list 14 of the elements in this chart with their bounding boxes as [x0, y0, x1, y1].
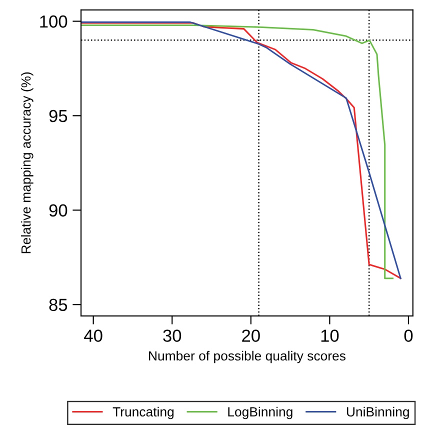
y-tick-label: 90 [49, 204, 68, 217]
x-tick-label: 10 [321, 330, 339, 342]
x-tick-label: 0 [404, 330, 413, 342]
y-tick-label: 100 [40, 15, 68, 28]
y-tick-label: 95 [49, 110, 68, 122]
x-tick-label: 20 [242, 330, 260, 342]
y-tick-label: 85 [49, 298, 68, 312]
x-tick-label: 30 [163, 330, 182, 342]
legend-label: LogBinning [228, 406, 292, 420]
x-tick-label: 40 [84, 330, 102, 342]
x-axis-title: Number of possible quality scores [149, 350, 346, 364]
y-axis-title: Relative mapping accuracy (%) [21, 72, 34, 254]
legend-label: Truncating [112, 406, 174, 420]
legend-label: UniBinning [346, 406, 409, 420]
